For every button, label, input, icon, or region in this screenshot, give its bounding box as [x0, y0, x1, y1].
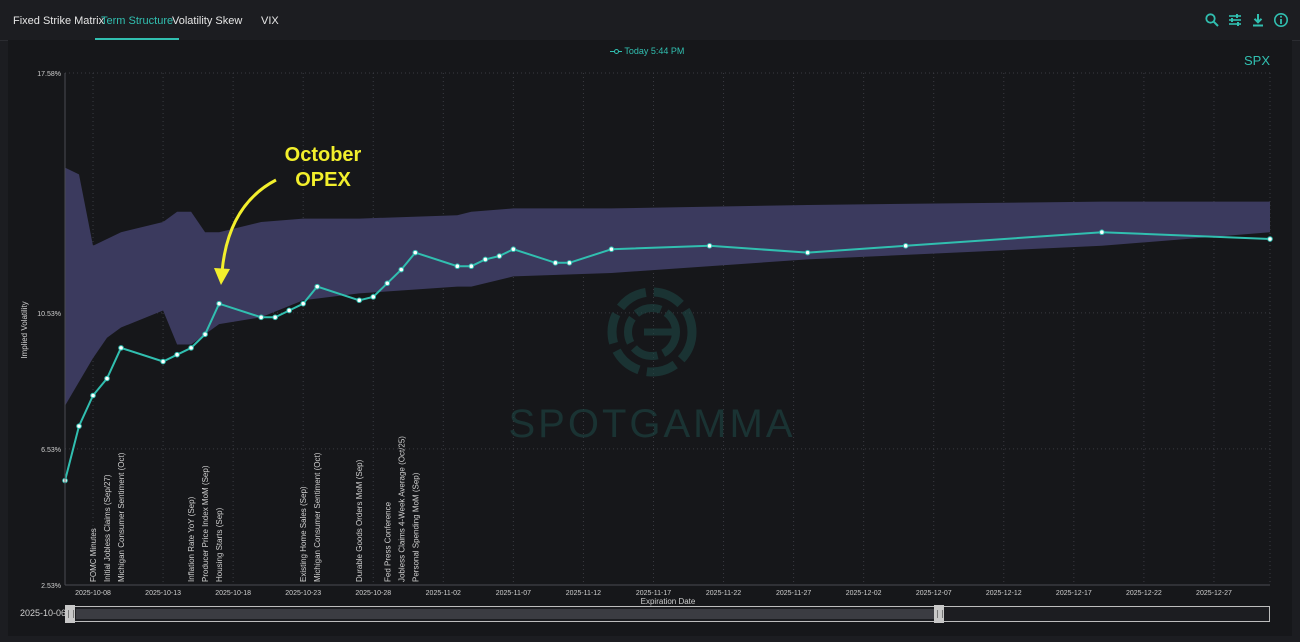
event-labels: FOMC Minutes Initial Jobless Claims (Sep/…	[89, 436, 420, 582]
event-label: Personal Spending MoM (Sep)	[411, 472, 420, 582]
data-point	[160, 358, 166, 365]
data-point	[608, 246, 615, 253]
data-point	[1267, 236, 1273, 242]
download-icon[interactable]	[1250, 12, 1266, 28]
event-label: Producer Price Index MoM (Sep)	[201, 465, 210, 582]
data-point	[412, 249, 419, 256]
spotgamma-logo-icon	[607, 287, 697, 377]
range-start-date: 2025-10-06	[20, 608, 67, 618]
range-navigator-selection[interactable]	[76, 609, 943, 619]
x-tick-label: 2025-11-12	[566, 590, 601, 597]
x-tick-label: 2025-10-08	[75, 590, 111, 597]
x-axis-label: Expiration Date	[641, 597, 696, 606]
data-point	[468, 263, 475, 270]
data-point	[356, 297, 363, 304]
x-tick-label: 2025-10-18	[215, 590, 251, 597]
x-tick-label: 2025-10-13	[145, 590, 181, 597]
event-label: Michigan Consumer Sentiment (Oct)	[313, 452, 322, 582]
chart-panel	[8, 40, 1292, 636]
data-point	[314, 283, 321, 290]
data-point	[566, 260, 573, 266]
y-tick-label: 6.53%	[41, 447, 61, 454]
data-point	[216, 300, 222, 307]
event-label: Durable Goods Orders MoM (Sep)	[355, 459, 364, 582]
data-point	[1099, 229, 1105, 236]
data-point	[188, 345, 194, 351]
data-point	[300, 300, 306, 307]
range-end-handle[interactable]	[934, 605, 944, 623]
x-tick-label: 2025-12-22	[1126, 590, 1162, 597]
event-label: Fed Press Conference	[383, 501, 392, 582]
chart-legend[interactable]: Today 5:44 PM	[610, 46, 684, 56]
x-tick-label: 2025-11-02	[426, 590, 461, 597]
watermark-text: SPOTGAMMA	[508, 402, 795, 446]
x-tick-label: 2025-12-12	[986, 590, 1022, 597]
data-point	[398, 266, 405, 273]
legend-line-marker-icon	[610, 49, 622, 55]
data-point	[454, 263, 461, 270]
tab-volatility-skew[interactable]: Volatility Skew	[172, 15, 243, 27]
event-label: Initial Jobless Claims (Sep/27)	[103, 474, 112, 582]
data-point	[510, 246, 517, 253]
data-point	[384, 280, 391, 287]
data-point	[902, 243, 909, 249]
data-point	[482, 256, 489, 263]
annotation-arrowhead	[214, 268, 230, 285]
tab-vix[interactable]: VIX	[261, 15, 279, 27]
spotgamma-watermark: SPOTGAMMA	[508, 287, 795, 446]
annotation-line2: OPEX	[295, 169, 351, 191]
x-tick-label: 2025-12-27	[1196, 590, 1232, 597]
event-label: FOMC Minutes	[89, 528, 98, 582]
october-opex-annotation: October OPEX	[214, 144, 362, 285]
annotation-line1: October	[285, 144, 362, 166]
tab-fixed-strike-matrix[interactable]: Fixed Strike Matrix	[13, 15, 105, 27]
y-tick-label: 10.53%	[37, 311, 61, 318]
data-point	[174, 351, 180, 358]
data-point	[370, 294, 377, 300]
data-point	[76, 423, 82, 429]
y-axis-ticks: 2.53% 6.53% 10.53% 17.58%	[37, 71, 61, 590]
data-point	[706, 243, 713, 249]
data-point	[286, 307, 292, 314]
legend-label: Today 5:44 PM	[624, 46, 685, 56]
x-tick-label: 2025-11-07	[496, 590, 531, 597]
data-point	[90, 392, 96, 399]
info-icon[interactable]	[1273, 12, 1289, 28]
x-tick-label: 2025-11-17	[636, 590, 671, 597]
search-icon[interactable]	[1204, 12, 1220, 28]
y-tick-label: 17.58%	[37, 71, 61, 78]
annotation-arrow	[220, 178, 277, 273]
event-label: Michigan Consumer Sentiment (Oct)	[117, 452, 126, 582]
ticker-label: SPX	[1244, 53, 1271, 68]
x-tick-label: 2025-12-17	[1056, 590, 1092, 597]
term-structure-points	[62, 229, 1273, 484]
event-label: Jobless Claims 4-Week Average (Oct/25)	[397, 436, 406, 582]
y-axis-label: Implied Volatility	[20, 301, 29, 358]
data-point	[804, 249, 811, 256]
event-label: Existing Home Sales (Sep)	[299, 486, 308, 582]
tab-term-structure[interactable]: Term Structure	[95, 0, 180, 40]
x-tick-label: 2025-12-02	[846, 590, 882, 597]
event-label: Inflation Rate YoY (Sep)	[187, 496, 196, 582]
x-axis-ticks: 2025-10-08 2025-10-13 2025-10-18 2025-10-23…	[75, 590, 1232, 597]
data-point	[272, 314, 278, 321]
x-tick-label: 2025-11-22	[706, 590, 741, 597]
data-point	[552, 260, 559, 266]
x-tick-label: 2025-10-28	[355, 590, 391, 597]
range-start-handle[interactable]	[65, 605, 75, 623]
event-label: Housing Starts (Sep)	[215, 507, 224, 582]
sliders-icon[interactable]	[1227, 12, 1243, 28]
data-point	[202, 331, 208, 338]
data-point	[118, 345, 124, 351]
x-tick-label: 2025-10-23	[285, 590, 321, 597]
data-point	[104, 375, 110, 382]
volatility-range-band	[65, 167, 1270, 406]
data-point	[496, 253, 503, 259]
range-navigator[interactable]	[65, 606, 1270, 622]
x-tick-label: 2025-12-07	[916, 590, 952, 597]
data-point	[258, 314, 264, 321]
y-tick-label: 2.53%	[41, 583, 61, 590]
x-tick-label: 2025-11-27	[776, 590, 811, 597]
